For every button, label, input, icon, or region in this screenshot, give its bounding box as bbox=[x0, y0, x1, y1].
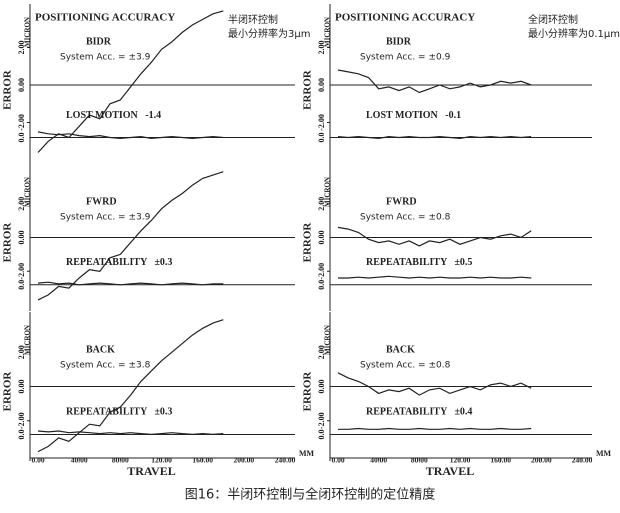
x-tick-label: 80.00 bbox=[112, 456, 129, 465]
lower-label: LOST MOTION -1.4 bbox=[66, 110, 161, 121]
error-curve bbox=[37, 10, 224, 153]
y-axis-unit: MICRON bbox=[24, 17, 32, 47]
y-axis-label: ERROR bbox=[2, 371, 14, 412]
mode-label: BIDR bbox=[386, 36, 412, 47]
y2-tick-label: 0.0 bbox=[317, 133, 326, 143]
y-tick-label: 2.00 bbox=[317, 41, 326, 55]
x-tick-label: 200.00 bbox=[234, 456, 255, 465]
y-tick-label: -2.00 bbox=[17, 263, 26, 280]
x-tick-label: 200.00 bbox=[531, 456, 552, 465]
y-tick-label: 2.00 bbox=[317, 197, 326, 211]
error-curve bbox=[337, 372, 532, 396]
x-axis-label: TRAVEL bbox=[127, 464, 175, 478]
x-tick-label: 160.00 bbox=[192, 456, 213, 465]
lower-label: REPEATABILITY ±0.3 bbox=[66, 257, 172, 268]
error-curve bbox=[37, 319, 224, 453]
error-curve bbox=[337, 226, 532, 247]
x-tick-label: 240.00 bbox=[572, 456, 593, 465]
y-axis-unit: MICRON bbox=[324, 325, 332, 355]
y-tick-label: 0.00 bbox=[17, 78, 26, 92]
y2-tick-label: 0.0 bbox=[17, 280, 26, 290]
y-tick-label: 0.00 bbox=[317, 78, 326, 92]
y-axis-unit: MICRON bbox=[24, 177, 32, 207]
accuracy-label: System Acc. = ±3.9 bbox=[60, 53, 151, 63]
x-axis-unit: MM bbox=[299, 449, 315, 458]
x-axis-label: TRAVEL bbox=[426, 464, 474, 478]
error-curve bbox=[338, 427, 532, 430]
error-curve bbox=[337, 69, 532, 94]
x-tick-label: 0.00 bbox=[31, 456, 44, 465]
y-tick-label: 0.00 bbox=[317, 231, 326, 245]
note: 全闭环控制 bbox=[528, 13, 578, 26]
y-tick-label: -2.00 bbox=[317, 412, 326, 429]
mode-label: BIDR bbox=[86, 36, 112, 47]
x-tick-label: 240.00 bbox=[275, 456, 296, 465]
y-tick-label: 2.00 bbox=[17, 41, 26, 55]
y-axis-label: ERROR bbox=[302, 371, 314, 412]
mode-label: BACK bbox=[386, 344, 415, 355]
lower-label: REPEATABILITY ±0.3 bbox=[66, 407, 172, 418]
error-curve bbox=[37, 430, 224, 436]
y-axis-label: ERROR bbox=[2, 222, 14, 263]
x-tick-label: 40.00 bbox=[370, 456, 387, 465]
y-axis-unit: MICRON bbox=[324, 17, 332, 47]
y2-tick-label: 0.0 bbox=[17, 429, 26, 439]
x-tick-label: 80.00 bbox=[411, 456, 428, 465]
accuracy-label: System Acc. = ±0.8 bbox=[360, 361, 451, 371]
y-tick-label: 2.00 bbox=[17, 345, 26, 359]
x-tick-label: 0.00 bbox=[331, 456, 344, 465]
error-curve bbox=[37, 281, 224, 286]
mode-label: FWRD bbox=[386, 196, 417, 207]
error-curve bbox=[37, 131, 224, 140]
y-tick-label: 0.00 bbox=[317, 380, 326, 394]
lower-label: REPEATABILITY ±0.4 bbox=[366, 407, 472, 418]
y-tick-label: -2.00 bbox=[17, 114, 26, 131]
error-curve bbox=[338, 275, 532, 279]
y2-tick-label: 0.0 bbox=[317, 280, 326, 290]
note: 最小分辨率为3μm bbox=[228, 27, 310, 40]
y-tick-label: -2.00 bbox=[317, 263, 326, 280]
accuracy-label: System Acc. = ±0.9 bbox=[360, 53, 451, 63]
y-tick-label: 0.00 bbox=[17, 380, 26, 394]
caption: 图16：半闭环控制与全闭环控制的定位精度 bbox=[185, 487, 436, 503]
y-axis-label: ERROR bbox=[302, 69, 314, 110]
panel-title: POSITIONING ACCURACY bbox=[35, 12, 175, 24]
y-axis-label: ERROR bbox=[2, 69, 14, 110]
mode-label: BACK bbox=[86, 344, 115, 355]
x-tick-label: 40.00 bbox=[71, 456, 88, 465]
y-axis-unit: MICRON bbox=[324, 177, 332, 207]
error-curve bbox=[37, 171, 224, 301]
x-tick-label: 120.00 bbox=[450, 456, 471, 465]
y2-tick-label: 0.0 bbox=[17, 133, 26, 143]
x-tick-label: 120.00 bbox=[151, 456, 172, 465]
accuracy-label: System Acc. = ±3.8 bbox=[60, 361, 151, 371]
note: 半闭环控制 bbox=[228, 13, 278, 26]
y-tick-label: 0.00 bbox=[17, 231, 26, 245]
lower-label: REPEATABILITY ±0.5 bbox=[366, 257, 472, 268]
panel-title: POSITIONING ACCURACY bbox=[335, 12, 475, 24]
y-axis-label: ERROR bbox=[302, 222, 314, 263]
error-curve bbox=[337, 135, 532, 140]
y-tick-label: -2.00 bbox=[317, 114, 326, 131]
x-axis-unit: MM bbox=[596, 449, 612, 458]
note: 最小分辨率为0.1μm bbox=[528, 27, 620, 40]
y-axis-unit: MICRON bbox=[24, 325, 32, 355]
y2-tick-label: 0.0 bbox=[317, 429, 326, 439]
y-tick-label: -2.00 bbox=[17, 412, 26, 429]
mode-label: FWRD bbox=[86, 196, 117, 207]
accuracy-label: System Acc. = ±3.9 bbox=[60, 213, 151, 223]
x-tick-label: 160.00 bbox=[490, 456, 511, 465]
y-tick-label: 2.00 bbox=[17, 197, 26, 211]
y-tick-label: 2.00 bbox=[317, 345, 326, 359]
lower-label: LOST MOTION -0.1 bbox=[366, 110, 461, 121]
accuracy-label: System Acc. = ±0.8 bbox=[360, 213, 451, 223]
